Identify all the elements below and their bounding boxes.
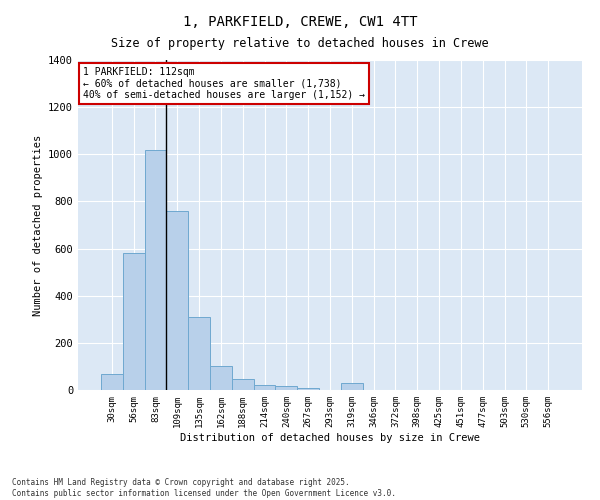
X-axis label: Distribution of detached houses by size in Crewe: Distribution of detached houses by size …: [180, 432, 480, 442]
Bar: [275, 386, 297, 390]
Text: Size of property relative to detached houses in Crewe: Size of property relative to detached ho…: [111, 38, 489, 51]
Bar: [232, 380, 254, 390]
Text: 1, PARKFIELD, CREWE, CW1 4TT: 1, PARKFIELD, CREWE, CW1 4TT: [183, 15, 417, 29]
Text: Contains HM Land Registry data © Crown copyright and database right 2025.
Contai: Contains HM Land Registry data © Crown c…: [12, 478, 396, 498]
Bar: [254, 385, 275, 390]
Bar: [101, 374, 123, 390]
Bar: [188, 317, 210, 390]
Bar: [341, 383, 363, 390]
Text: 1 PARKFIELD: 112sqm
← 60% of detached houses are smaller (1,738)
40% of semi-det: 1 PARKFIELD: 112sqm ← 60% of detached ho…: [83, 66, 365, 100]
Bar: [210, 366, 232, 390]
Bar: [123, 254, 145, 390]
Y-axis label: Number of detached properties: Number of detached properties: [32, 134, 43, 316]
Bar: [145, 150, 166, 390]
Bar: [166, 211, 188, 390]
Bar: [297, 388, 319, 390]
